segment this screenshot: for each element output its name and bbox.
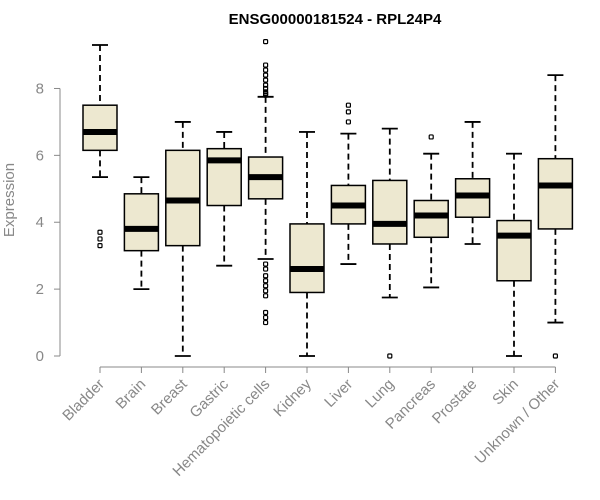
box-kidney [289,131,325,357]
outlier-point [263,62,269,68]
box-pancreas [413,134,449,289]
outlier-point [552,353,559,359]
box-bladder [82,44,118,249]
box-iqr [496,219,532,282]
x-tick-label: Brain [112,376,149,413]
outlier-point [263,283,269,289]
outlier-point [263,273,269,279]
outlier-point [263,293,269,299]
outlier-point [263,288,269,294]
box-unknown-other [537,74,574,359]
y-tick-label: 0 [36,348,44,365]
box-skin [496,152,532,357]
outlier-point [263,67,269,73]
outlier-point [263,266,269,272]
outlier-point [263,77,269,83]
outlier-point [345,119,351,125]
box-iqr [123,193,160,252]
outlier-point [97,229,103,235]
outlier-point [263,82,269,88]
y-axis: 0 2 4 6 8 [36,80,61,365]
box-iqr [413,199,449,239]
box-liver [330,102,367,265]
x-tick-label: Breast [148,375,191,418]
box-brain [123,176,160,291]
outlier-point [263,85,269,92]
box-prostate [454,121,491,245]
outlier-point [263,319,269,326]
x-tick-label: Lung [362,376,398,412]
outlier-point [428,134,434,140]
outlier-point [263,314,269,321]
outlier-point [97,243,103,249]
box-iqr [537,157,574,230]
outlier-point [263,72,269,78]
outlier-point [345,102,351,108]
x-tick-label: Bladder [59,376,108,425]
box-iqr [82,104,118,152]
box-lung [372,127,408,359]
outlier-point [263,278,269,284]
box-hematopoietic-cells [247,39,284,326]
x-tick-label: Prostate [429,376,481,428]
y-axis-label: Expression [1,163,18,237]
box-iqr [206,147,242,207]
box-iqr [289,223,325,294]
y-tick-label: 4 [36,214,44,231]
outlier-point [387,353,393,359]
x-tick-label: Skin [489,376,522,409]
y-tick-label: 2 [36,281,44,298]
chart-title: ENSG00000181524 - RPL24P4 [229,11,442,28]
box-gastric [206,131,242,267]
y-tick-label: 8 [36,80,44,97]
outlier-point [263,261,269,267]
outlier-point [263,39,269,45]
y-tick-label: 6 [36,147,44,164]
outlier-point [263,309,269,316]
outlier-point [345,109,351,115]
outlier-point [263,92,269,98]
x-tick-label: Liver [321,376,356,411]
box-breast [165,121,201,357]
boxes-group [82,39,574,359]
outlier-point [97,236,103,242]
box-iqr [372,179,408,245]
x-tick-label: Kidney [270,375,315,420]
